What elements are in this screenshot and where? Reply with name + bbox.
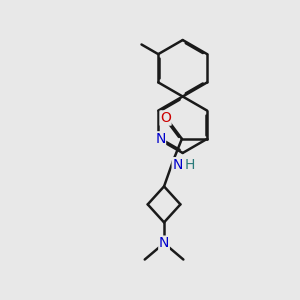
Text: O: O [160, 111, 171, 125]
Text: H: H [184, 158, 194, 172]
Text: N: N [159, 236, 169, 250]
Text: N: N [155, 132, 166, 146]
Text: N: N [172, 158, 183, 172]
